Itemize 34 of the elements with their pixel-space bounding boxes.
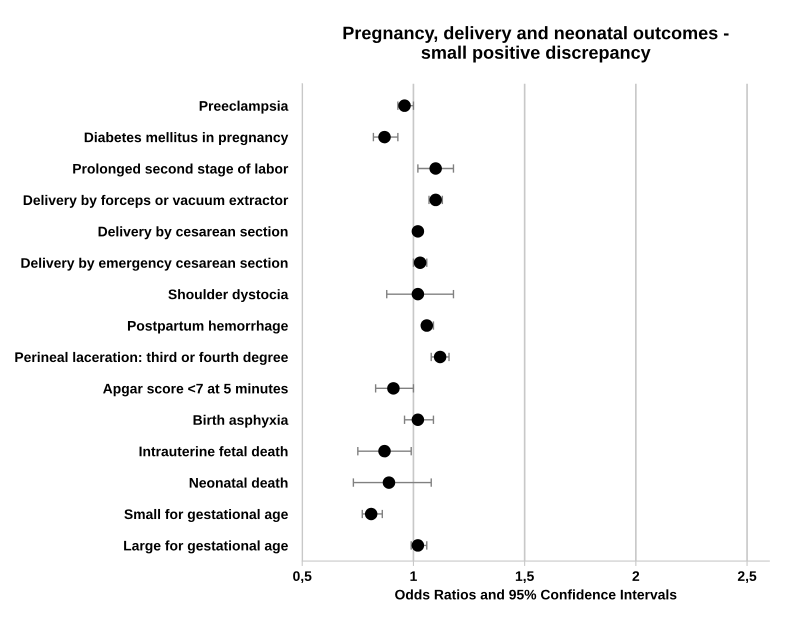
y-tick-label: Postpartum hemorrhage	[128, 320, 288, 334]
x-tick-label: 2	[632, 571, 640, 581]
y-tick-label: Diabetes mellitus in pregnancy	[84, 132, 288, 146]
point	[364, 508, 378, 520]
point	[378, 444, 391, 458]
y-tick-label: Apgar score <7 at 5 minutes	[103, 383, 288, 396]
point	[412, 539, 424, 552]
y-tick-label: Delivery by emergency cesarean section	[21, 258, 288, 271]
y-tick-label: Birth asphyxia	[194, 414, 288, 428]
point	[412, 414, 424, 426]
x-axis-title: Odds Ratios and 95% Confidence Intervals	[395, 589, 676, 600]
x-tick-label: 1	[410, 571, 417, 581]
point	[412, 225, 424, 238]
y-tick-label: Small for gestational age	[124, 508, 288, 522]
y-tick-label: Delivery by cesarean section	[98, 226, 288, 240]
point	[434, 350, 446, 364]
y-tick-label: Prolonged second stage of labor	[73, 163, 288, 176]
y-tick-label: Shoulder dystocia	[168, 289, 288, 302]
x-tick-label: 1,5	[516, 571, 534, 584]
chart-title: Pregnancy, delivery and neonatal outcomes - small positive discrepancy	[343, 26, 729, 62]
x-tick-label: 0,5	[293, 571, 312, 584]
point	[387, 382, 400, 395]
x-tick-label: 2,5	[738, 571, 756, 584]
point	[398, 99, 411, 112]
point	[429, 162, 442, 175]
point	[382, 476, 396, 489]
y-tick-label: Perineal laceration: third or fourth degree	[15, 352, 288, 365]
y-tick-label: Neonatal death	[190, 478, 288, 488]
y-tick-label: Preeclampsia	[200, 100, 288, 114]
point	[412, 288, 424, 300]
y-tick-label: Intrauterine fetal death	[140, 446, 288, 456]
y-tick-label: Delivery by forceps or vacuum extractor	[24, 194, 288, 208]
point	[378, 130, 391, 144]
y-tick-label: Large for gestational age	[124, 540, 288, 554]
